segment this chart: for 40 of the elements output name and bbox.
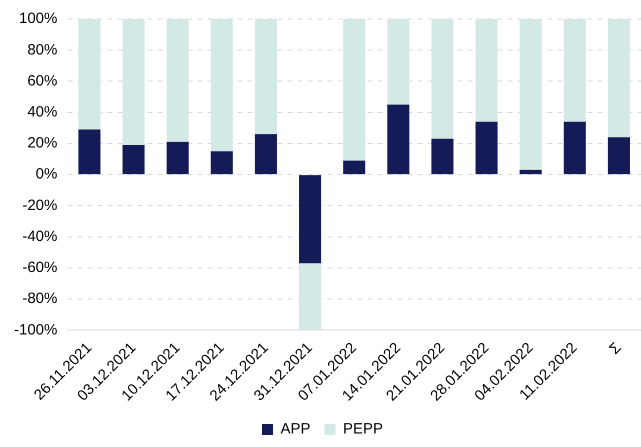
bar [476,122,498,174]
y-tick-label: 40% [27,103,58,120]
legend-label: PEPP [343,420,384,438]
bar [520,19,542,170]
y-tick-label: -80% [22,290,58,308]
bar [210,151,233,174]
bar [299,263,322,330]
bar [564,19,586,122]
bar [343,160,366,174]
bar [520,170,542,174]
bar [387,104,410,174]
y-tick-label: 20% [27,134,58,152]
bar [254,134,277,174]
bar [431,138,454,174]
bar [387,19,410,105]
y-tick-label: -40% [22,228,58,245]
bar [608,137,630,174]
bar [122,145,145,174]
y-tick-label: -100% [14,321,58,338]
y-tick-label: 80% [27,41,58,58]
bar [122,19,145,146]
y-tick-label: -20% [22,196,58,214]
x-tick-label: Σ [606,339,625,358]
y-tick-label: -60% [22,259,58,276]
bar [78,19,100,130]
bar [166,19,189,142]
bar [166,142,189,174]
bar [431,19,454,139]
bar [78,129,100,174]
bar [299,175,322,264]
bar [564,122,586,174]
y-tick-label: 100% [18,10,58,28]
bar [608,19,630,138]
y-tick-label: 60% [27,72,58,90]
bar [254,19,277,134]
bar [343,19,366,161]
y-tick-label: 0% [36,166,58,183]
bar [476,19,498,122]
bar [210,19,233,152]
legend-label: APP [280,420,310,438]
